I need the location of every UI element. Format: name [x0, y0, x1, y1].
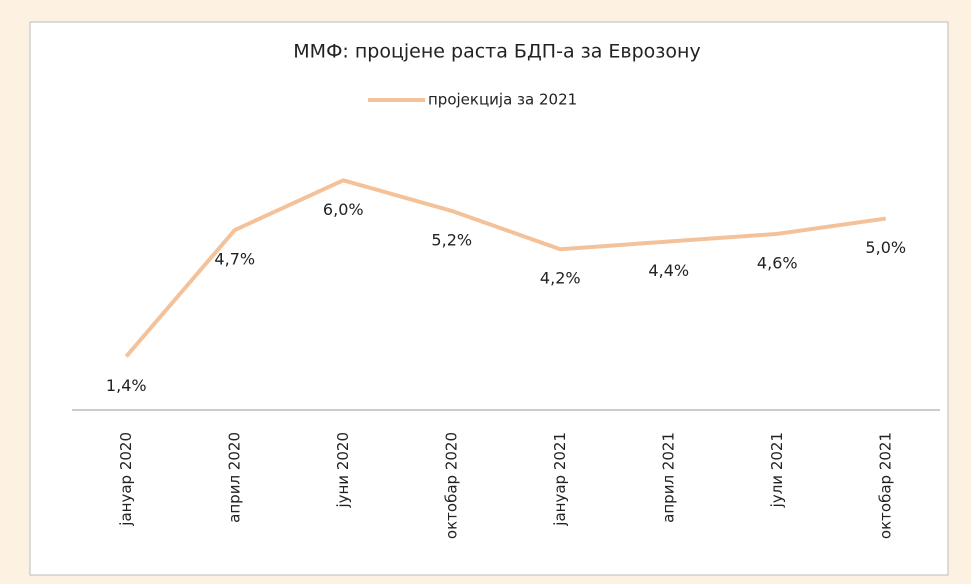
data-label: 1,4%: [106, 376, 147, 395]
data-label: 4,4%: [648, 261, 689, 280]
x-tick-label: април 2020: [225, 432, 243, 523]
x-tick-label: јануар 2020: [117, 432, 135, 527]
data-label: 6,0%: [323, 200, 364, 219]
data-label: 5,0%: [865, 238, 906, 257]
data-label: 4,7%: [214, 250, 255, 269]
x-tick-label: април 2021: [659, 432, 677, 523]
data-label: 5,2%: [431, 230, 472, 249]
x-tick-label: јули 2021: [768, 432, 786, 508]
x-tick-label: октобар 2021: [876, 432, 894, 539]
data-label: 4,2%: [540, 269, 581, 288]
x-tick-label: јуни 2020: [334, 432, 352, 509]
x-tick-label: октобар 2020: [442, 432, 460, 539]
legend-label: пројекција за 2021: [428, 91, 577, 109]
x-tick-label: јануар 2021: [551, 432, 569, 527]
chart-frame: [29, 21, 949, 576]
series-line: [124, 178, 887, 358]
chart-title: ММФ: процјене раста БДП-а за Еврозону: [293, 41, 700, 63]
data-label: 4,6%: [757, 253, 798, 272]
